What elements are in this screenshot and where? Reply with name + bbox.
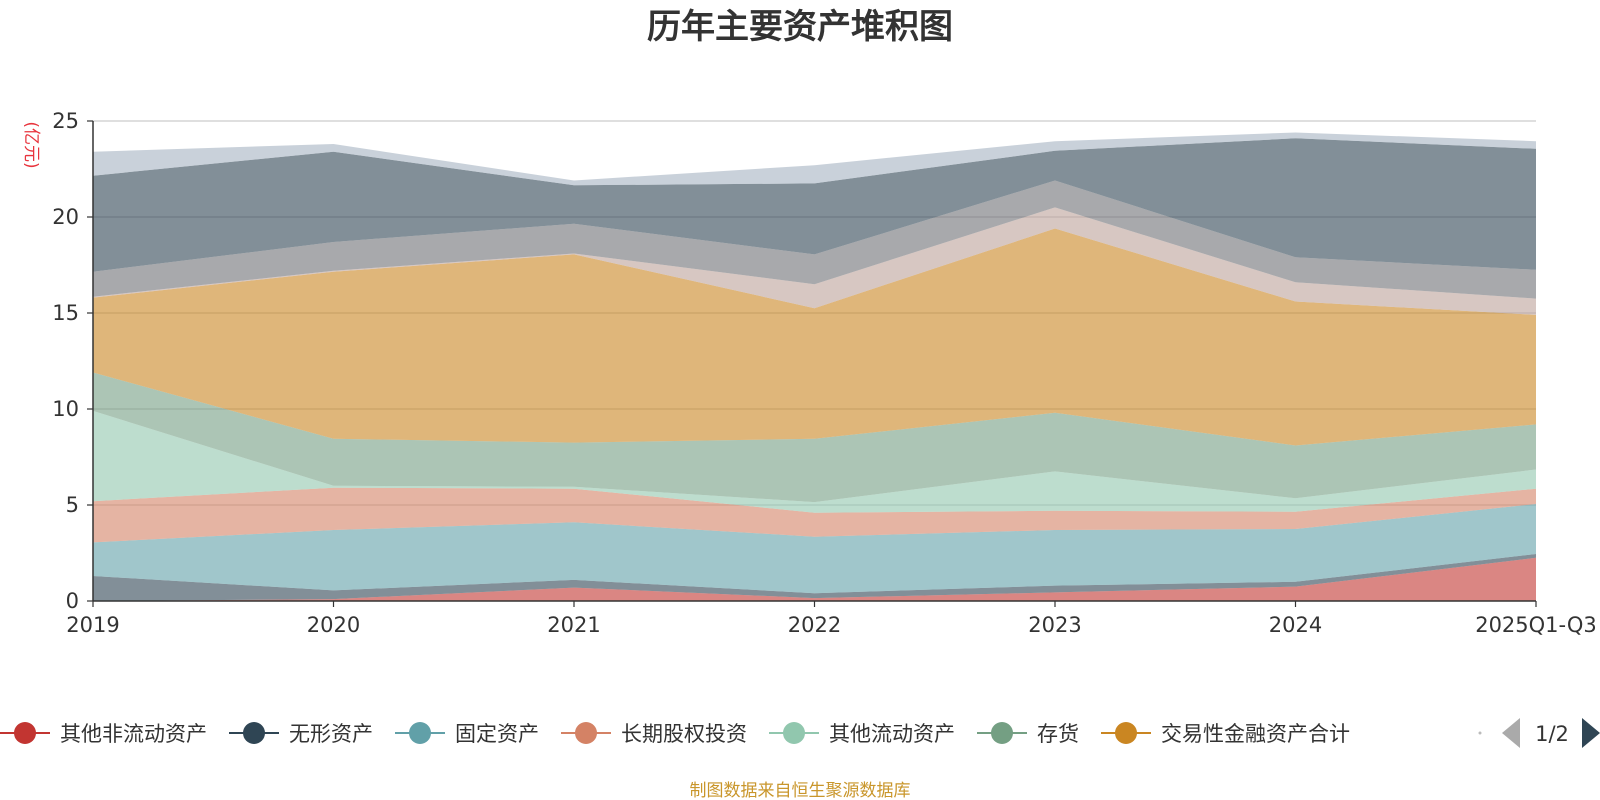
y-axis-ticks: 0 5 10 15 20 25: [52, 109, 93, 613]
legend-item[interactable]: 无形资产: [229, 722, 373, 746]
chart-title: 历年主要资产堆积图: [647, 7, 953, 47]
area-4: [93, 487, 1536, 543]
x-axis-ticks: 2019 2020 2021 2022 2023 2024 2025Q1-Q3: [66, 601, 1597, 637]
y-tick-label: 25: [52, 109, 79, 133]
y-tick-label: 10: [52, 397, 79, 421]
legend-item[interactable]: 其他流动资产: [769, 722, 955, 746]
y-tick-label: 20: [52, 205, 79, 229]
legend-item[interactable]: 其他非流动资产: [0, 722, 207, 746]
legend-marker: [1115, 722, 1137, 744]
legend-pager[interactable]: 1/2: [1502, 718, 1600, 748]
area-8: [93, 207, 1536, 315]
legend-label: 其他流动资产: [829, 722, 955, 746]
legend-label: 固定资产: [455, 722, 539, 746]
legend-label: 无形资产: [289, 722, 373, 746]
triangle-right-icon[interactable]: [1582, 718, 1600, 748]
area-5: [93, 410, 1536, 513]
legend-item[interactable]: 存货: [977, 722, 1079, 746]
area-series: [93, 132, 1536, 601]
legend-label: 其他非流动资产: [60, 722, 207, 746]
legend: 其他非流动资产 无形资产 固定资产 长期股权投资 其他流动资产 存货 交易性金融资产合计: [0, 722, 1482, 746]
source-note: 制图数据来自恒生聚源数据库: [690, 781, 911, 800]
legend-label: 交易性金融资产合计: [1161, 722, 1350, 746]
legend-item[interactable]: 固定资产: [395, 722, 539, 746]
area-11: [93, 132, 1536, 186]
area-1: [93, 557, 1536, 601]
area-3: [93, 504, 1536, 594]
legend-more-dot: [1478, 731, 1482, 735]
area-6: [93, 372, 1536, 503]
y-tick-label: 0: [66, 589, 79, 613]
triangle-left-icon[interactable]: [1502, 718, 1520, 748]
y-tick-label: 5: [66, 493, 79, 517]
legend-label: 长期股权投资: [621, 722, 747, 746]
area-9: [93, 180, 1536, 299]
x-tick-label: 2019: [66, 613, 119, 637]
legend-marker: [243, 722, 265, 744]
legend-marker: [783, 722, 805, 744]
legend-page-indicator: 1/2: [1535, 722, 1569, 746]
legend-marker: [575, 722, 597, 744]
legend-marker: [409, 722, 431, 744]
x-tick-label: 2021: [547, 613, 600, 637]
area-7: [93, 228, 1536, 446]
x-tick-label: 2022: [788, 613, 841, 637]
x-tick-label: 2025Q1-Q3: [1475, 613, 1597, 637]
x-tick-label: 2023: [1028, 613, 1081, 637]
y-tick-label: 15: [52, 301, 79, 325]
legend-marker: [14, 722, 36, 744]
legend-label: 存货: [1037, 722, 1079, 746]
area-10: [93, 138, 1536, 272]
legend-marker: [991, 722, 1013, 744]
legend-item[interactable]: 交易性金融资产合计: [1101, 722, 1350, 746]
x-tick-label: 2024: [1269, 613, 1322, 637]
legend-item[interactable]: 长期股权投资: [561, 722, 747, 746]
area-2: [93, 554, 1536, 601]
x-tick-label: 2020: [307, 613, 360, 637]
y-axis-unit: (亿元): [21, 121, 41, 168]
